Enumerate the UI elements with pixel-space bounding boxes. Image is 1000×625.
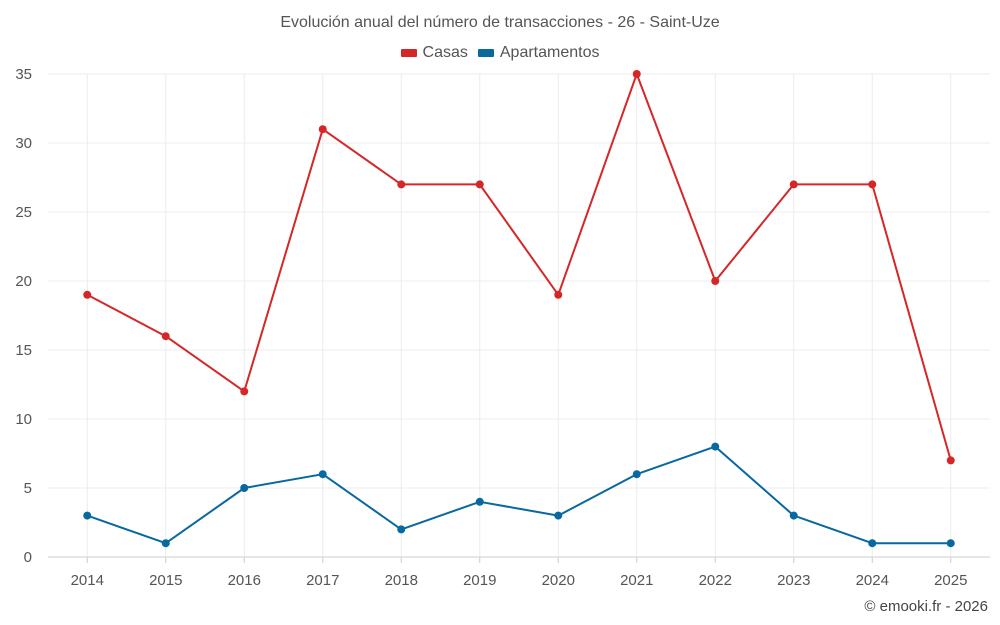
- x-tick-label: 2019: [463, 572, 496, 589]
- x-tick-label: 2021: [620, 572, 653, 589]
- data-point-casas: [711, 277, 720, 285]
- data-point-casas: [83, 290, 92, 299]
- x-tick-label: 2018: [385, 572, 418, 589]
- x-tick-label: 2022: [699, 572, 732, 589]
- series-line-casas: [86, 73, 952, 461]
- series-line-apartamentos: [86, 445, 951, 545]
- x-tick-label: 2020: [542, 572, 575, 589]
- data-point-casas: [161, 332, 170, 341]
- chart-title: Evolución anual del número de transaccio…: [280, 14, 720, 31]
- x-tick-label: 2023: [777, 572, 810, 589]
- y-tick-label: 10: [15, 411, 32, 428]
- y-tick-label: 35: [15, 66, 32, 83]
- credit-text: © emooki.fr - 2026: [864, 598, 988, 615]
- legend-swatch-apartamentos: [477, 49, 494, 57]
- data-point-apartamentos: [632, 470, 641, 479]
- data-point-apartamentos: [318, 470, 327, 479]
- data-point-apartamentos: [240, 484, 249, 492]
- legend-item-casas[interactable]: Casas: [400, 44, 468, 62]
- data-point-apartamentos: [161, 539, 170, 548]
- data-point-casas: [240, 387, 249, 396]
- legend-label-apartamentos: Apartamentos: [499, 44, 600, 61]
- data-point-casas: [789, 180, 798, 189]
- data-point-casas: [397, 180, 406, 189]
- data-point-casas: [632, 70, 641, 78]
- data-point-casas: [868, 180, 877, 189]
- y-tick-label: 15: [15, 342, 32, 359]
- y-tick-label: 25: [15, 204, 32, 221]
- legend-item-apartamentos[interactable]: Apartamentos: [477, 44, 600, 62]
- y-tick-label: 5: [24, 480, 32, 497]
- y-tick-label: 0: [24, 549, 32, 566]
- data-point-apartamentos: [397, 525, 406, 534]
- x-tick-label: 2017: [306, 572, 339, 589]
- legend-swatch-casas: [400, 49, 417, 57]
- data-point-apartamentos: [789, 511, 798, 520]
- x-tick-label: 2015: [149, 572, 182, 589]
- legend: Casas Apartamentos: [0, 44, 1000, 62]
- data-point-apartamentos: [711, 442, 720, 451]
- x-tick-label: 2024: [856, 572, 889, 589]
- y-tick-label: 30: [15, 135, 32, 152]
- data-point-apartamentos: [946, 539, 955, 548]
- data-point-apartamentos: [868, 539, 877, 548]
- legend-label-casas: Casas: [422, 44, 468, 61]
- data-point-casas: [475, 180, 484, 189]
- data-point-casas: [318, 125, 327, 134]
- x-tick-label: 2014: [71, 572, 104, 589]
- data-point-apartamentos: [475, 497, 484, 506]
- data-point-apartamentos: [554, 511, 563, 520]
- data-point-casas: [946, 456, 955, 465]
- data-point-apartamentos: [83, 511, 92, 520]
- x-tick-label: 2016: [228, 572, 261, 589]
- data-point-casas: [554, 290, 563, 299]
- x-tick-label: 2025: [934, 572, 967, 589]
- y-tick-label: 20: [15, 273, 32, 290]
